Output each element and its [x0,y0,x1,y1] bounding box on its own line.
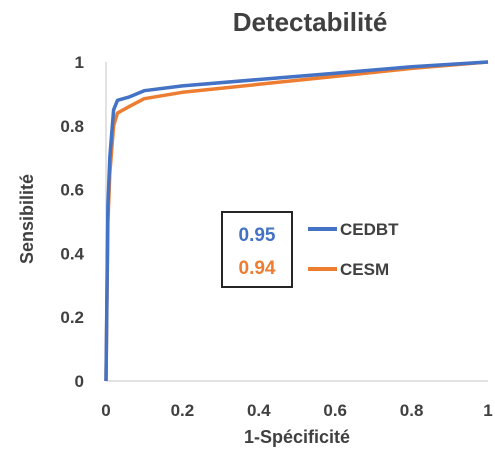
series-line-cedbt [104,60,489,382]
y-tick-label: 1 [75,53,84,72]
x-tick-labels: 0 0.2 0.4 0.6 0.8 1 [101,401,492,420]
y-tick-label: 0 [75,372,84,391]
x-tick-label: 0.6 [323,401,347,420]
x-tick-label: 0 [101,401,110,420]
auc-value-cesm: 0.94 [239,258,276,279]
auc-box [221,211,293,288]
chart-title: Detectabilité [233,7,388,37]
legend-label-cedbt: CEDBT [340,220,399,239]
y-tick-label: 0.8 [60,117,84,136]
plot-area [104,60,489,382]
legend: CEDBT CESM [308,220,399,279]
y-tick-label: 0.4 [60,244,84,263]
series-group [104,60,489,382]
legend-label-cesm: CESM [340,260,389,279]
series-line-cesm [104,60,489,382]
auc-value-cedbt: 0.95 [239,225,276,246]
x-axis-label: 1-Spécificité [244,427,350,447]
x-tick-label: 0.2 [171,401,195,420]
y-axis-label: Sensibilité [17,174,37,264]
y-tick-labels: 0 0.2 0.4 0.6 0.8 1 [60,53,84,391]
y-tick-label: 0.6 [60,181,84,200]
x-tick-label: 1 [483,401,492,420]
x-tick-label: 0.4 [247,401,271,420]
x-tick-label: 0.8 [400,401,424,420]
y-tick-label: 0.2 [60,308,84,327]
